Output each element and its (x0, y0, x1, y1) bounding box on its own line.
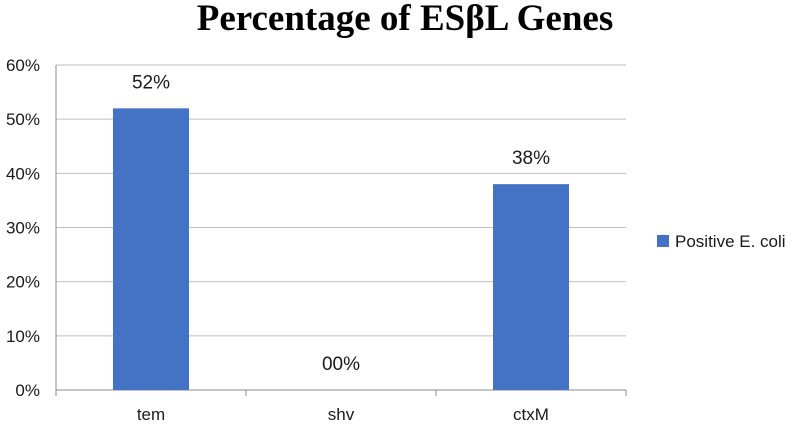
x-tick-label-ctxM: ctxM (513, 405, 549, 424)
y-tick-label: 40% (6, 164, 40, 183)
legend: Positive E. coli (657, 232, 786, 251)
y-tick-label: 10% (6, 327, 40, 346)
y-tick-label: 30% (6, 219, 40, 238)
plot-area: 0% 10% 20% 30% 40% 50% 60% 52% tem 00% shv 38% ctxM (6, 56, 627, 424)
data-label-shv: 00% (322, 354, 360, 375)
data-label-tem: 52% (132, 72, 170, 93)
x-tick-label-shv: shv (328, 405, 355, 424)
bar-tem (113, 108, 189, 390)
y-tick-label: 20% (6, 273, 40, 292)
chart-title: Percentage of ESβL Genes (197, 0, 614, 39)
y-tick-label: 60% (6, 56, 40, 75)
legend-swatch-positive-e-coli (657, 235, 669, 247)
legend-label-positive-e-coli: Positive E. coli (675, 232, 786, 251)
bar-ctxM (493, 184, 569, 390)
x-tick-label-tem: tem (137, 405, 165, 424)
y-tick-label: 0% (15, 381, 40, 400)
y-tick-label: 50% (6, 110, 40, 129)
data-label-ctxM: 38% (512, 148, 550, 169)
